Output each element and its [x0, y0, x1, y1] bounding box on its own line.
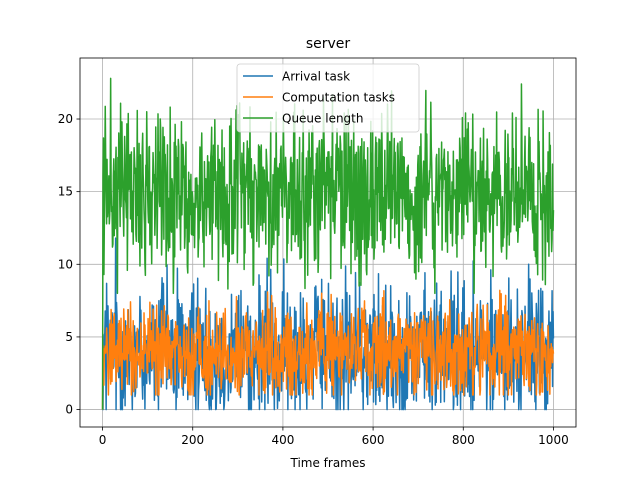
- x-tick-label: 0: [99, 433, 107, 447]
- plot-frame: [79, 57, 577, 428]
- chart-title: server: [306, 36, 351, 52]
- y-tick-label: 10: [58, 257, 73, 271]
- y-tick-label: 0: [65, 403, 73, 417]
- series-line-3: [101, 77, 555, 410]
- series-line-2: [101, 289, 555, 410]
- x-tick-label: 800: [452, 433, 475, 447]
- legend-label: Queue length: [282, 112, 364, 126]
- legend-label: Computation tasks: [282, 91, 395, 105]
- x-axis-label: Time frames: [289, 456, 365, 470]
- legend-box: [236, 63, 420, 133]
- y-tick-label: 20: [58, 112, 73, 126]
- legend: Arrival task Computation tasks Queue lengt…: [236, 63, 420, 133]
- x-ticks: 0 200 400 600 800 1000: [99, 427, 569, 447]
- x-tick-label: 600: [362, 433, 385, 447]
- series-group: [101, 77, 555, 411]
- legend-label: Arrival task: [282, 70, 350, 84]
- y-tick-label: 15: [58, 185, 73, 199]
- y-tick-label: 5: [65, 330, 73, 344]
- y-ticks: 0 5 10 15 20: [58, 112, 80, 417]
- x-tick-label: 1000: [538, 433, 569, 447]
- x-tick-label: 400: [271, 433, 294, 447]
- x-tick-label: 200: [181, 433, 204, 447]
